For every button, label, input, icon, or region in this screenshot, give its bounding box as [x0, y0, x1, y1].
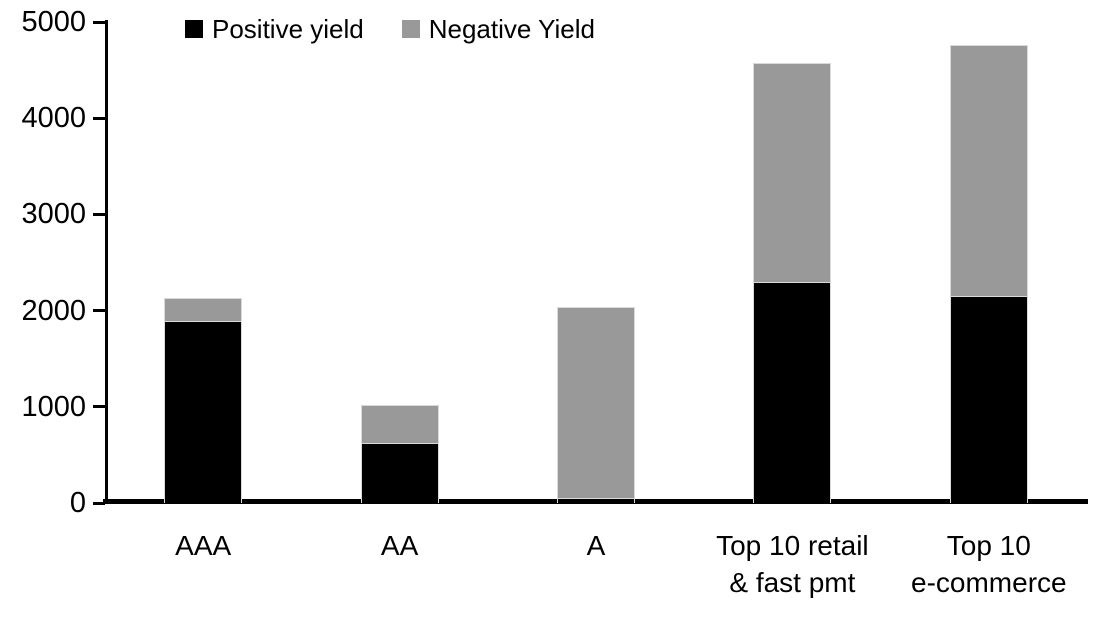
y-tick-mark	[93, 212, 105, 216]
legend-item-positive-yield: Positive yield	[185, 14, 364, 44]
bar-segment-positive	[360, 443, 439, 503]
legend-label-positive-yield: Positive yield	[212, 14, 364, 44]
y-tick-mark	[93, 405, 105, 409]
y-tick-mark	[93, 309, 105, 313]
bar-segment-negative	[753, 63, 832, 282]
y-tick-label: 4000	[21, 102, 86, 135]
x-axis-category-label: Top 10 e-commerce	[911, 530, 1067, 598]
y-tick-label: 3000	[21, 198, 86, 231]
bar-segment-positive	[557, 498, 635, 503]
y-tick-mark	[93, 116, 105, 120]
y-tick-label: 2000	[21, 294, 86, 327]
bar-segment-positive	[753, 281, 832, 503]
y-tick-label: 5000	[21, 6, 86, 38]
bar-segment-positive	[949, 296, 1028, 503]
x-axis-category-label: Top 10 retail & fast pmt	[716, 530, 869, 598]
legend-item-negative-yield: Negative Yield	[401, 14, 595, 44]
bar-segment-negative	[557, 306, 635, 499]
y-tick-label: 0	[69, 487, 86, 519]
y-tick-label: 1000	[21, 390, 86, 423]
positive-yield-swatch-icon	[185, 20, 203, 38]
x-axis-category-label: AA	[380, 530, 419, 561]
bar-segment-negative	[164, 298, 243, 322]
bar-segment-positive	[164, 321, 243, 503]
legend-label-negative-yield: Negative Yield	[428, 14, 595, 44]
legend: Positive yield Negative Yield	[185, 14, 595, 44]
y-tick-mark	[93, 20, 105, 24]
x-axis-category-label: A	[586, 530, 606, 561]
bar-segment-negative	[949, 45, 1028, 297]
negative-yield-swatch-icon	[401, 20, 420, 38]
y-tick-mark	[93, 501, 105, 505]
bar-segment-negative	[360, 404, 439, 444]
x-axis-category-label: AAA	[175, 530, 232, 561]
y-axis-line	[105, 20, 108, 503]
